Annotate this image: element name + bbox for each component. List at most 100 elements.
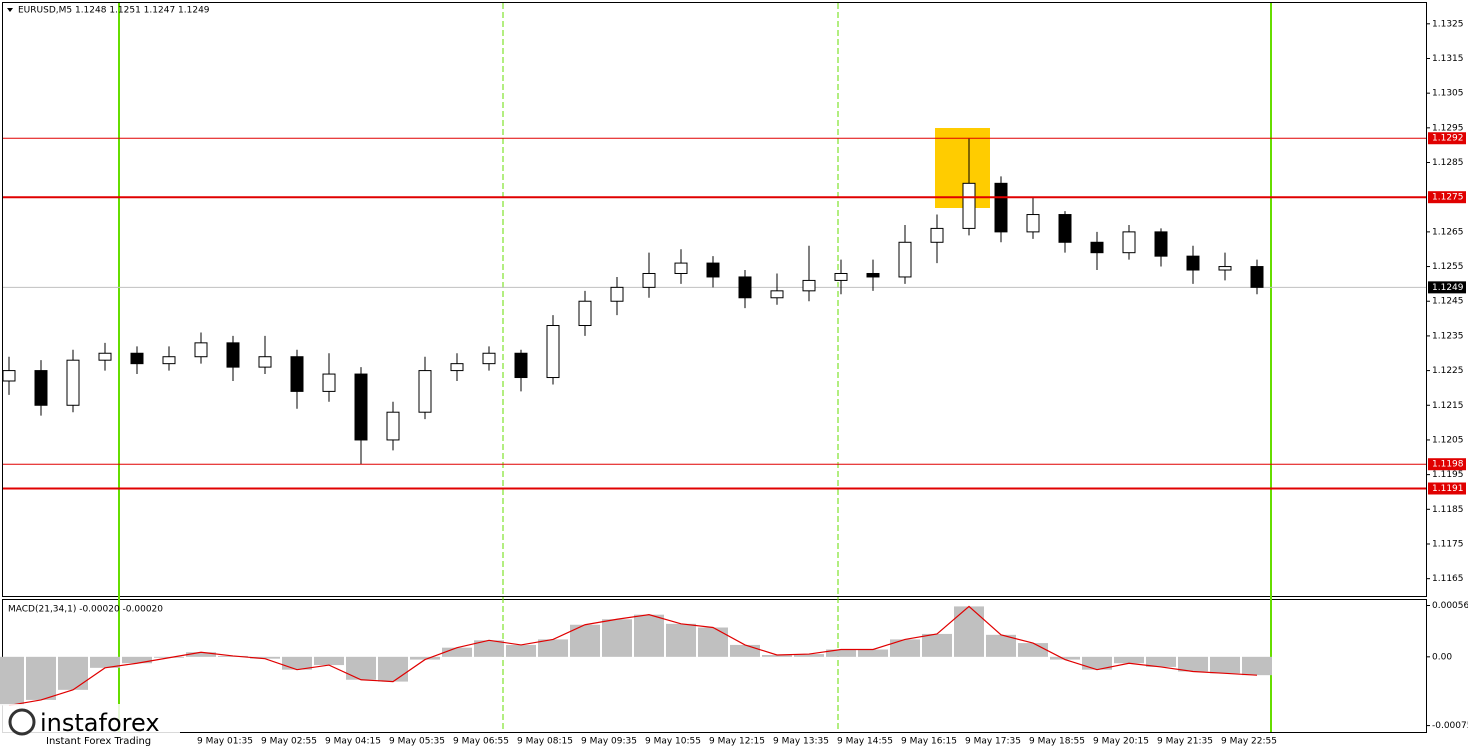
macd-tick-label: 0.00 <box>1432 652 1452 662</box>
macd-bar <box>474 640 504 657</box>
y-tick-label: 1.1225 <box>1432 366 1464 376</box>
candle-body <box>706 262 720 278</box>
candle-body <box>994 182 1008 233</box>
y-tick-label: 1.1265 <box>1432 227 1464 237</box>
y-tick-label: 1.1185 <box>1432 505 1464 515</box>
candle-body <box>1218 266 1232 271</box>
candle-body <box>546 325 560 379</box>
x-tick-label: 9 May 18:55 <box>1029 737 1085 747</box>
y-tick-label: 1.1325 <box>1432 19 1464 29</box>
macd-bar <box>1050 656 1080 660</box>
macd-bar <box>570 624 600 657</box>
macd-bar <box>0 656 24 706</box>
candle-body <box>1250 266 1264 288</box>
candle-body <box>386 411 400 441</box>
y-tick-label: 1.1195 <box>1432 470 1464 480</box>
level-tag: 1.1292 <box>1432 134 1464 144</box>
candle-body <box>322 373 336 392</box>
x-tick-label: 9 May 04:15 <box>325 737 381 747</box>
x-tick-label: 9 May 17:35 <box>965 737 1021 747</box>
x-tick-label: 9 May 22:55 <box>1221 737 1277 747</box>
macd-bar <box>538 639 568 657</box>
candle-body <box>194 342 208 358</box>
candle-body <box>450 363 464 372</box>
level-tag-bg <box>1428 482 1466 495</box>
level-tag-bg <box>1428 132 1466 145</box>
menu-arrow <box>7 8 13 12</box>
candle-body <box>258 356 272 368</box>
candle-body <box>1154 231 1168 257</box>
y-tick-label: 1.1285 <box>1432 158 1464 168</box>
chart-title: EURUSD,M5 1.1248 1.1251 1.1247 1.1249 <box>18 6 210 16</box>
macd-bar <box>1018 643 1048 657</box>
candle-body <box>34 370 48 406</box>
macd-bar <box>890 639 920 657</box>
y-tick-label: 1.1255 <box>1432 262 1464 272</box>
watermark-brand: instaforex <box>40 709 160 737</box>
x-tick-label: 9 May 01:35 <box>197 737 253 747</box>
candle-body <box>962 182 976 229</box>
x-tick-label: 9 May 20:15 <box>1093 737 1149 747</box>
x-tick-label: 9 May 06:55 <box>453 737 509 747</box>
level-tag: 1.1191 <box>1432 484 1464 494</box>
candle-body <box>802 279 816 292</box>
macd-bar <box>442 647 472 657</box>
plot-layer <box>0 138 1426 707</box>
candle-body <box>418 370 432 413</box>
candle-body <box>1186 255 1200 271</box>
macd-bar <box>250 656 280 659</box>
macd-bar <box>186 652 216 657</box>
candle-body <box>1026 214 1040 233</box>
macd-bar <box>1114 656 1144 664</box>
macd-bar <box>922 633 952 657</box>
watermark-tagline: Instant Forex Trading <box>46 736 151 747</box>
candle-body <box>578 300 592 327</box>
macd-tick-label: -0.00075 <box>1432 721 1468 731</box>
macd-bar <box>858 649 888 657</box>
x-tick-label: 9 May 09:35 <box>581 737 637 747</box>
candle-body <box>610 286 624 302</box>
x-tick-label: 9 May 02:55 <box>261 737 317 747</box>
macd-bar <box>1146 656 1176 667</box>
macd-bar <box>410 656 440 660</box>
level-tag-bg <box>1428 191 1466 204</box>
macd-bar <box>1178 656 1208 672</box>
y-tick-label: 1.1205 <box>1432 435 1464 445</box>
candle-body <box>930 227 944 243</box>
macd-bar <box>1210 656 1240 674</box>
macd-bar <box>58 656 88 690</box>
macd-bar <box>826 649 856 657</box>
watermark: instaforex Instant Forex Trading <box>0 704 180 750</box>
candle-body <box>1122 231 1136 254</box>
candle-body <box>866 272 880 278</box>
candle-body <box>834 272 848 281</box>
candle-body <box>514 352 528 379</box>
level-tag-bg <box>1428 458 1466 471</box>
candle-body <box>130 352 144 365</box>
macd-bar <box>1082 656 1112 670</box>
macd-bar <box>954 606 984 657</box>
macd-bar <box>90 656 120 668</box>
y-tick-label: 1.1245 <box>1432 297 1464 307</box>
macd-bar <box>378 656 408 682</box>
x-tick-label: 9 May 13:35 <box>773 737 829 747</box>
macd-bar <box>122 656 152 664</box>
candle-body <box>66 359 80 406</box>
level-tag-bg <box>1428 281 1466 294</box>
candle-body <box>674 262 688 274</box>
macd-bar <box>346 656 376 680</box>
candle-body <box>2 370 16 382</box>
x-tick-label: 9 May 16:15 <box>901 737 957 747</box>
y-tick-label: 1.1235 <box>1432 331 1464 341</box>
macd-bar <box>314 656 344 666</box>
candle-body <box>770 290 784 299</box>
x-tick-label: 9 May 08:15 <box>517 737 573 747</box>
y-tick-label: 1.1305 <box>1432 89 1464 99</box>
level-tag: 1.1249 <box>1432 283 1464 293</box>
macd-bar <box>986 634 1016 657</box>
candle-body <box>162 356 176 365</box>
candle-body <box>642 272 656 288</box>
watermark-logo <box>8 708 36 736</box>
macd-bar <box>1242 656 1272 676</box>
x-tick-label: 9 May 21:35 <box>1157 737 1213 747</box>
